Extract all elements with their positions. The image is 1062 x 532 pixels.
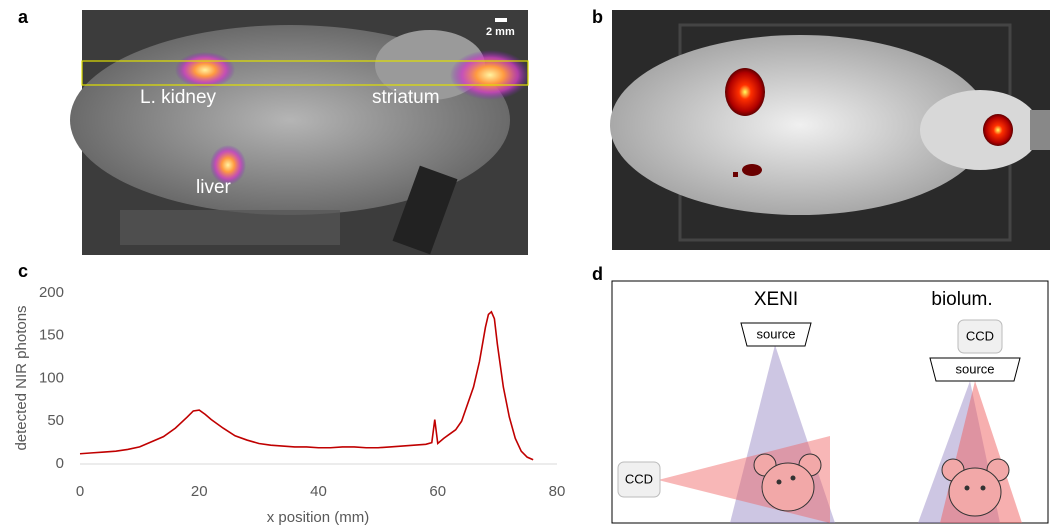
scale-bar-label: 2 mm [486,26,515,38]
panel-letter: b [592,7,603,27]
source-label: source [756,326,795,341]
y-tick-label: 100 [39,369,64,386]
panel-a-image [70,10,530,255]
panel-d-diagram [612,281,1048,523]
y-tick-label: 200 [39,284,64,301]
diagram-title: XENI [754,289,798,310]
data-line [80,312,533,460]
panel-letter: d [592,264,603,284]
diagram-title: biolum. [931,289,992,310]
x-tick-label: 0 [76,483,84,500]
x-tick-label: 20 [191,483,208,500]
organ-label: L. kidney [140,87,217,108]
y-tick-label: 50 [47,412,64,429]
y-axis-label: detected NIR photons [13,305,30,450]
organ-label: liver [196,177,232,198]
x-tick-label: 40 [310,483,327,500]
ccd-label: CCD [625,471,653,486]
y-tick-label: 150 [39,327,64,344]
y-tick-label: 0 [56,455,64,472]
x-tick-label: 80 [549,483,566,500]
source-label: source [955,361,994,376]
panel-b-image [610,10,1050,250]
panel-letter: c [18,261,28,281]
x-tick-label: 60 [429,483,446,500]
organ-label: striatum [372,87,440,108]
line-chart: detected NIR photons x position (mm) 0 50… [13,284,565,526]
panel-letter: a [18,7,29,27]
x-axis-label: x position (mm) [267,509,370,526]
ccd-label: CCD [966,328,994,343]
figure: a b c d L. kidney striatum liver 2 mm de… [0,0,1062,527]
